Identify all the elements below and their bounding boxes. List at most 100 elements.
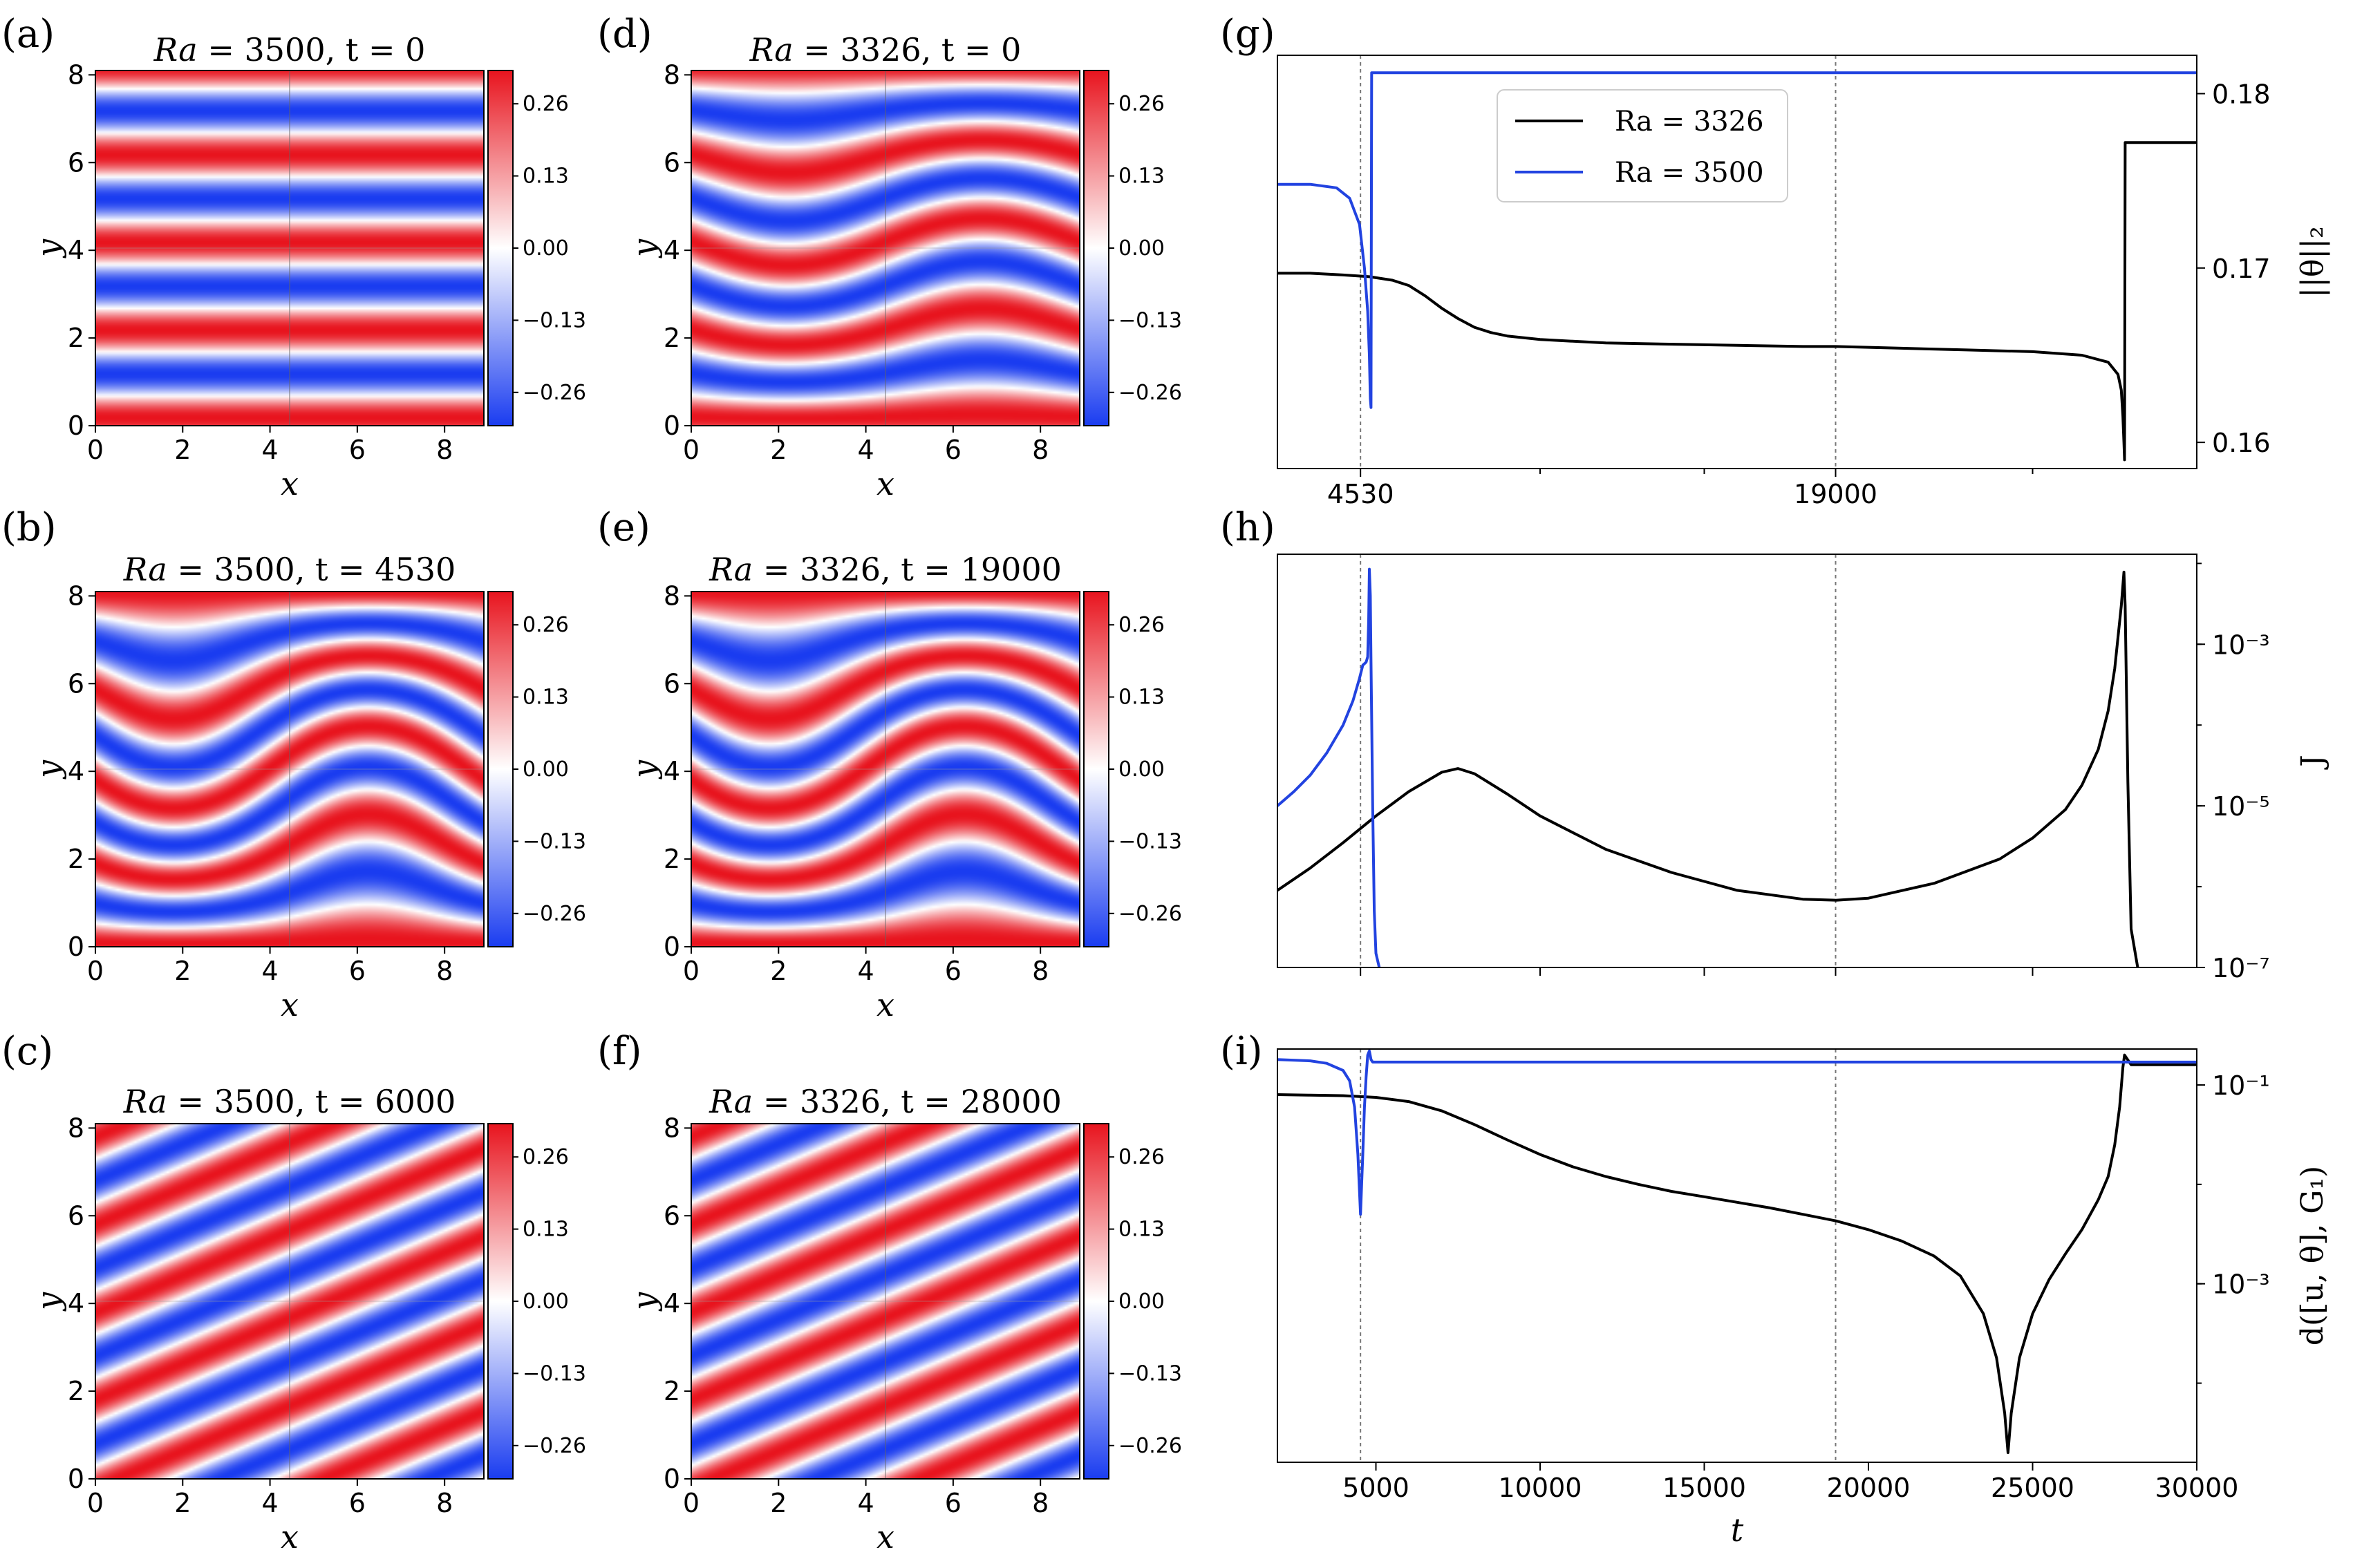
panel-title: Ra = 3500, t = 0 (153, 31, 426, 68)
x-axis-label: t (1731, 1511, 1744, 1549)
colorbar-tick-label: −0.26 (1118, 381, 1182, 405)
panel-label: (h) (1220, 505, 1275, 550)
panel-title: Ra = 3326, t = 28000 (709, 1083, 1062, 1120)
panel-label: (d) (597, 12, 653, 57)
y-tick-label: 6 (664, 1200, 680, 1231)
y-tick-label: 10⁻³ (2212, 1269, 2270, 1300)
y-tick-label: 10⁻⁷ (2212, 953, 2270, 983)
colorbar (1083, 1123, 1109, 1480)
x-tick-label: 4 (261, 956, 278, 986)
axes-frame (1277, 1048, 2197, 1463)
x-tick-label: 4 (857, 1488, 874, 1518)
series-group (1277, 71, 2197, 462)
colorbar-tick-label: −0.26 (1118, 1434, 1182, 1458)
x-tick-label: 30000 (2155, 1473, 2239, 1503)
x-tick-label: 2 (174, 956, 191, 986)
y-tick-label: 2 (664, 1376, 680, 1406)
x-axis-label: x (876, 1518, 894, 1556)
colorbar-tick-label: −0.26 (523, 381, 586, 405)
y-axis-label: ||θ||₂ (2295, 226, 2330, 297)
x-tick-label: 6 (945, 1488, 962, 1518)
colorbar-tick-label: −0.13 (1118, 829, 1182, 853)
colorbar-tick-label: 0.13 (523, 164, 569, 189)
y-tick-label: 6 (68, 668, 84, 699)
legend: Ra = 3326 Ra = 3500 (1497, 89, 1788, 202)
panel-label: (a) (1, 12, 55, 57)
y-tick-label: 0.16 (2212, 428, 2271, 458)
y-tick-label: 6 (664, 668, 680, 699)
panel-title: Ra = 3500, t = 4530 (123, 551, 456, 588)
y-tick-label: 6 (664, 147, 680, 178)
title-params: = 3500, t = 4530 (167, 551, 456, 588)
colorbar (1083, 70, 1109, 426)
series-line-ra3326 (1277, 141, 2197, 462)
x-tick-label: 8 (436, 1488, 453, 1518)
x-tick-label: 25000 (1991, 1473, 2074, 1503)
y-tick-label: 4 (68, 756, 84, 786)
y-tick-label: 8 (664, 59, 680, 90)
x-tick-label: 2 (770, 956, 787, 986)
x-tick-label: 2 (770, 1488, 787, 1518)
x-tick-label: 6 (349, 956, 366, 986)
line-panel-i: 5000 10000 15000 20000 25000 30000 10⁻³ 10⁻¹ d([… (1220, 1029, 2330, 1549)
axes-frame (95, 1123, 485, 1480)
y-tick-label: 2 (68, 323, 84, 353)
field-panel-b: 0 2 4 6 8 0 2 4 6 8 x y Ra = 3500, t = 4530 (b) 0.26 0.… (1, 505, 586, 1023)
series-line-ra3500 (1277, 1049, 2197, 1216)
x-tick-label: 8 (436, 956, 453, 986)
x-tick-label: 15000 (1662, 1473, 1746, 1503)
title-params: = 3500, t = 6000 (167, 1083, 456, 1120)
x-tick-label: 4 (261, 1488, 278, 1518)
y-tick-label: 8 (664, 1113, 680, 1143)
x-tick-label: 5000 (1342, 1473, 1409, 1503)
y-tick-label: 4 (68, 235, 84, 265)
colorbar-tick-label: −0.13 (523, 308, 586, 332)
x-tick-label: 20000 (1827, 1473, 1911, 1503)
panel-label: (c) (1, 1029, 53, 1074)
y-tick-label: 0.17 (2212, 254, 2271, 284)
colorbar-tick-label: 0.13 (1118, 164, 1165, 189)
y-axis-label: y (626, 759, 663, 780)
x-tick-label: 0 (87, 1488, 104, 1518)
series-line-ra3326 (1277, 1053, 2197, 1455)
x-tick-label: 4530 (1327, 479, 1394, 509)
y-tick-label: 10⁻⁵ (2212, 791, 2270, 822)
x-tick-label: 0 (683, 435, 700, 465)
x-tick-label: 2 (770, 435, 787, 465)
y-axis-label: J (2295, 755, 2330, 770)
x-tick-label: 2 (174, 1488, 191, 1518)
x-tick-label: 4 (857, 435, 874, 465)
colorbar-tick-label: 0.26 (523, 92, 569, 116)
x-axis-label: x (876, 465, 894, 502)
y-tick-label: 6 (68, 147, 84, 178)
legend-box (1497, 89, 1788, 202)
y-axis-label: y (30, 238, 67, 258)
x-tick-label: 6 (349, 1488, 366, 1518)
title-ra: Ra (709, 551, 753, 588)
colorbar (487, 1123, 514, 1480)
legend-label: Ra = 3326 (1615, 106, 1764, 138)
y-tick-label: 0 (68, 1464, 84, 1494)
axes-frame (1277, 554, 2197, 968)
title-ra: Ra (749, 31, 794, 68)
panel-title: Ra = 3326, t = 0 (749, 31, 1022, 68)
x-tick-label: 8 (1032, 956, 1049, 986)
series-group (1277, 567, 2139, 967)
series-line-ra3500 (1277, 71, 2197, 409)
colorbar-tick-label: −0.26 (1118, 902, 1182, 926)
colorbar-tick-label: 0.00 (523, 1290, 569, 1314)
x-tick-label: 0 (683, 1488, 700, 1518)
field-panel-c: 0 2 4 6 8 0 2 4 6 8 x y Ra = 3500, t = 6000 (c) 0.26 0.… (1, 1029, 586, 1556)
x-tick-label: 0 (87, 956, 104, 986)
title-params: = 3326, t = 28000 (753, 1083, 1062, 1120)
y-tick-label: 4 (664, 756, 680, 786)
field-panel-d: 0 2 4 6 8 0 2 4 6 8 x y Ra = 3326, t = 0 (d) 0.26 0.13 0… (597, 12, 1182, 502)
panel-label: (i) (1220, 1029, 1263, 1074)
y-axis-label: y (626, 1292, 663, 1312)
y-tick-label: 4 (664, 1288, 680, 1319)
panel-title: Ra = 3500, t = 6000 (123, 1083, 456, 1120)
series-line-ra3500 (1277, 567, 1381, 967)
x-tick-label: 0 (683, 956, 700, 986)
colorbar (1083, 591, 1109, 947)
x-tick-label: 10000 (1499, 1473, 1582, 1503)
